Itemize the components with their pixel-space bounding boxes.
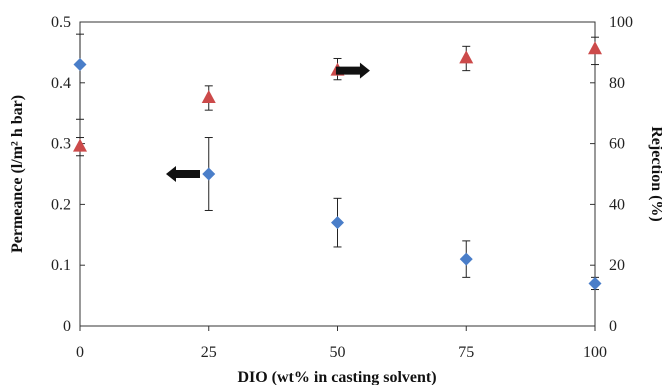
arrow-left-icon: [166, 166, 200, 182]
y-tick-label: 0.5: [51, 14, 71, 31]
y-axis-title: Permeance (l/m² h bar): [9, 95, 26, 253]
x-tick-label: 25: [201, 344, 217, 361]
x-tick-label: 100: [583, 344, 607, 361]
y-tick-label: 0.1: [51, 257, 71, 274]
permeance-point: [331, 216, 344, 230]
y2-tick-label: 80: [609, 75, 625, 92]
rejection-point: [588, 41, 602, 55]
y2-tick-label: 60: [609, 136, 625, 153]
y-tick-label: 0.3: [51, 136, 71, 153]
y-tick-label: 0: [63, 318, 71, 335]
permeance-point: [202, 167, 216, 181]
y2-tick-label: 0: [609, 318, 617, 335]
x-tick-label: 50: [330, 344, 346, 361]
rejection-point: [73, 138, 87, 152]
x-tick-label: 75: [458, 344, 474, 361]
y-tick-label: 0.4: [51, 75, 71, 92]
rejection-point: [459, 50, 474, 64]
permeance-point: [588, 276, 602, 290]
arrow-right-icon: [335, 62, 370, 79]
y2-tick-label: 20: [609, 257, 625, 274]
permeance-point: [73, 58, 87, 72]
y2-tick-label: 40: [609, 196, 625, 213]
rejection-point: [201, 89, 216, 103]
permeance-point: [459, 252, 473, 266]
x-tick-label: 0: [76, 344, 84, 361]
x-axis-title: DIO (wt% in casting solvent): [237, 369, 436, 385]
y2-axis-title: Rejection (%): [648, 126, 662, 222]
y2-tick-label: 100: [609, 14, 633, 31]
y-tick-label: 0.2: [51, 196, 71, 213]
